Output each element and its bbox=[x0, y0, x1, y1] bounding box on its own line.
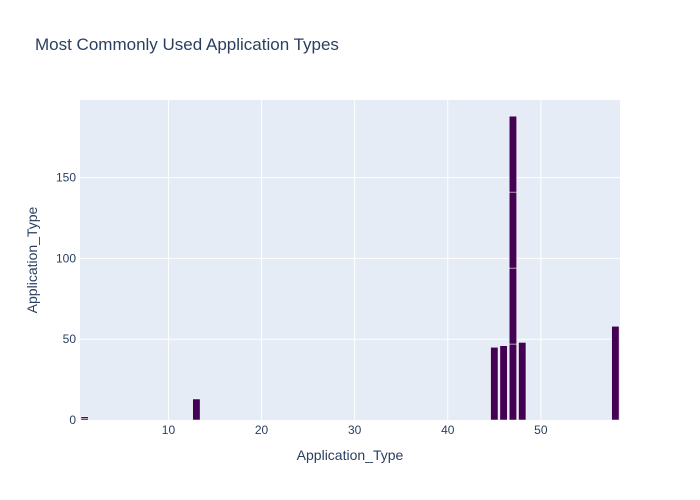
x-axis-title: Application_Type bbox=[297, 447, 404, 463]
bar bbox=[508, 115, 517, 193]
bar bbox=[192, 398, 201, 421]
x-tick-label: 10 bbox=[162, 423, 176, 437]
y-tick-label: 0 bbox=[69, 413, 76, 427]
bars bbox=[80, 115, 620, 421]
bar bbox=[80, 416, 89, 419]
plot-background bbox=[80, 100, 620, 420]
y-axis-ticks: 0 50 100 150 bbox=[56, 171, 76, 427]
x-tick-label: 20 bbox=[255, 423, 269, 437]
y-tick-label: 150 bbox=[56, 171, 76, 185]
bar bbox=[508, 267, 517, 345]
x-tick-label: 40 bbox=[441, 423, 455, 437]
y-tick-label: 100 bbox=[56, 251, 76, 265]
bar bbox=[508, 343, 517, 421]
gridlines bbox=[80, 100, 620, 420]
x-tick-label: 30 bbox=[348, 423, 362, 437]
bar bbox=[518, 342, 527, 421]
chart-title: Most Commonly Used Application Types bbox=[35, 35, 339, 54]
bar bbox=[499, 345, 508, 421]
y-tick-label: 50 bbox=[63, 332, 77, 346]
bar bbox=[508, 191, 517, 269]
x-axis-ticks: 10 20 30 40 50 bbox=[162, 423, 548, 437]
y-axis-title: Application_Type bbox=[24, 206, 40, 313]
bar bbox=[611, 326, 620, 421]
x-tick-label: 50 bbox=[534, 423, 548, 437]
bar bbox=[490, 347, 499, 421]
